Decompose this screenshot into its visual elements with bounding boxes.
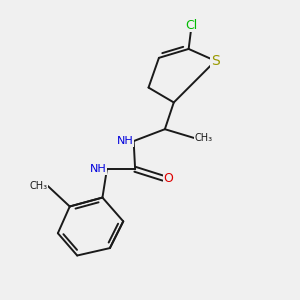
Text: CH₃: CH₃ xyxy=(195,133,213,143)
Text: S: S xyxy=(211,54,220,68)
Text: NH: NH xyxy=(90,164,107,174)
Text: Cl: Cl xyxy=(185,19,198,32)
Text: CH₃: CH₃ xyxy=(29,181,47,191)
Text: NH: NH xyxy=(117,136,134,146)
Text: O: O xyxy=(164,172,173,185)
